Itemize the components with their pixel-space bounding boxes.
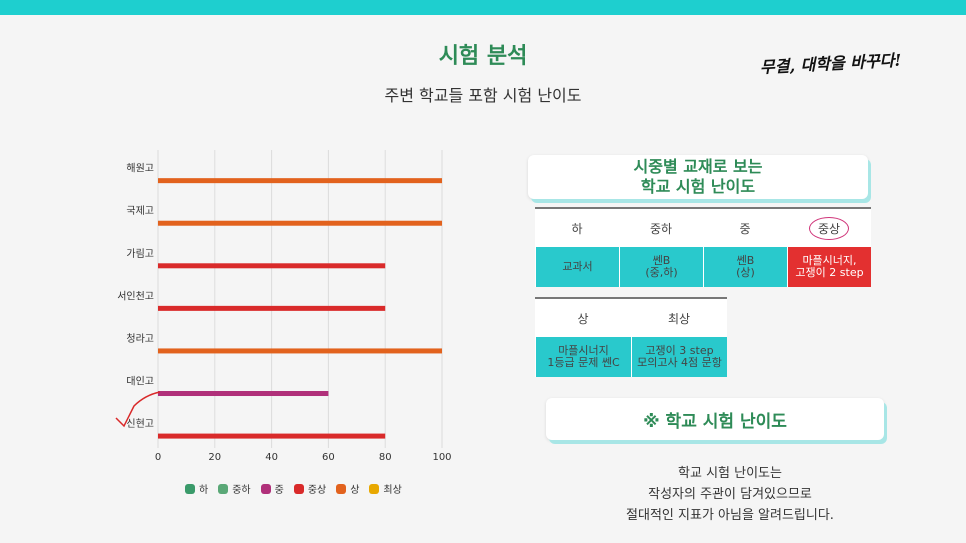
legend-swatch [293,483,304,494]
legend-item: 중 [260,481,284,496]
textbook-cell-high: 마플시너지 1등급 문제 쎈C [535,337,631,377]
level-header-mid-low: 중하 [619,207,703,247]
level-header-low: 하 [535,207,619,247]
chart-legend: 하 중하 중 중상 상 최상 [185,481,402,496]
legend-swatch [185,483,195,494]
page-title: 시험 분석 [438,44,528,69]
textbook-card-line2: 학교 시험 난이도 [640,177,756,196]
textbook-card-line1: 시중별 교재로 보는 [633,157,763,176]
note-line2: 작성자의 주관이 담겨있으므로 [648,487,812,502]
legend-swatch [260,483,271,494]
top-accent-bar [0,0,966,15]
legend-swatch [218,483,229,494]
level-table-1: 하 중하 중 중상 교과서 쎈B (중,하) 쎈B (상) 마플시너지, 고쟁이… [535,207,871,287]
circled-mid-high-label: 중상 [808,216,850,240]
x-tick-label: 60 [322,452,335,463]
legend-label: 최상 [383,485,402,496]
page-subtitle: 주변 학교들 포함 시험 난이도 [384,86,582,105]
brand-slogan: 무결, 대학을 바꾸다! [759,50,902,77]
x-tick-label: 20 [208,452,221,463]
y-category-label: 국제고 [126,205,154,217]
level-table-2: 상 최상 마플시너지 1등급 문제 쎈C 고쟁이 3 step 모의고사 4점 … [535,297,727,377]
note-line3: 절대적인 지표가 아님을 알려드립니다. [626,508,834,523]
chart-gridlines [157,150,443,448]
textbook-cell-mid-high: 마플시너지, 고쟁이 2 step [787,247,871,287]
chart-x-labels: 0 20 40 60 80 100 [155,452,452,463]
level-header-mid-high: 중상 [787,207,871,247]
legend-label: 중하 [232,485,251,496]
y-category-label: 신현고 [126,418,154,430]
legend-label: 중 [274,485,284,496]
x-tick-label: 80 [379,452,392,463]
bar [158,348,442,354]
chart-bars [158,178,442,439]
legend-label: 중상 [307,485,327,496]
legend-item: 최상 [369,481,402,496]
legend-label: 하 [199,485,209,496]
bar [158,220,442,226]
checkmark-icon [115,391,161,428]
legend-swatch [336,483,347,494]
bar [158,305,386,311]
bar [158,263,386,269]
legend-swatch [369,483,380,494]
legend-item: 상 [336,481,359,496]
y-category-label: 서인천고 [117,290,154,302]
x-tick-label: 0 [155,452,161,463]
school-difficulty-card: ※ 학교 시험 난이도 [546,398,884,440]
legend-item: 하 [185,481,208,496]
y-category-label: 가림고 [126,248,154,260]
x-tick-label: 40 [265,452,278,463]
textbook-cell-mid: 쎈B (상) [703,247,787,287]
textbook-cell-mid-low: 쎈B (중,하) [619,247,703,287]
legend-label: 상 [350,485,360,496]
bar [158,391,329,397]
level-header-mid: 중 [703,207,787,247]
note-line1: 학교 시험 난이도는 [678,466,782,481]
bar [158,178,442,184]
bar [158,433,386,439]
textbook-difficulty-card: 시중별 교재로 보는 학교 시험 난이도 [528,155,868,199]
level-header-high: 상 [535,297,631,337]
x-tick-label: 100 [432,452,451,463]
y-category-label: 해원고 [126,162,154,175]
legend-item: 중상 [293,481,327,496]
y-category-label: 청라고 [126,333,154,345]
textbook-cell-low: 교과서 [535,247,619,287]
disclaimer-note: 학교 시험 난이도는 작성자의 주관이 담겨있으므로 절대적인 지표가 아님을 … [560,463,900,526]
y-category-label: 대인고 [126,376,154,388]
textbook-cell-top: 고쟁이 3 step 모의고사 4점 문항 [631,337,727,377]
level-header-top: 최상 [631,297,727,337]
legend-item: 중하 [218,481,251,496]
